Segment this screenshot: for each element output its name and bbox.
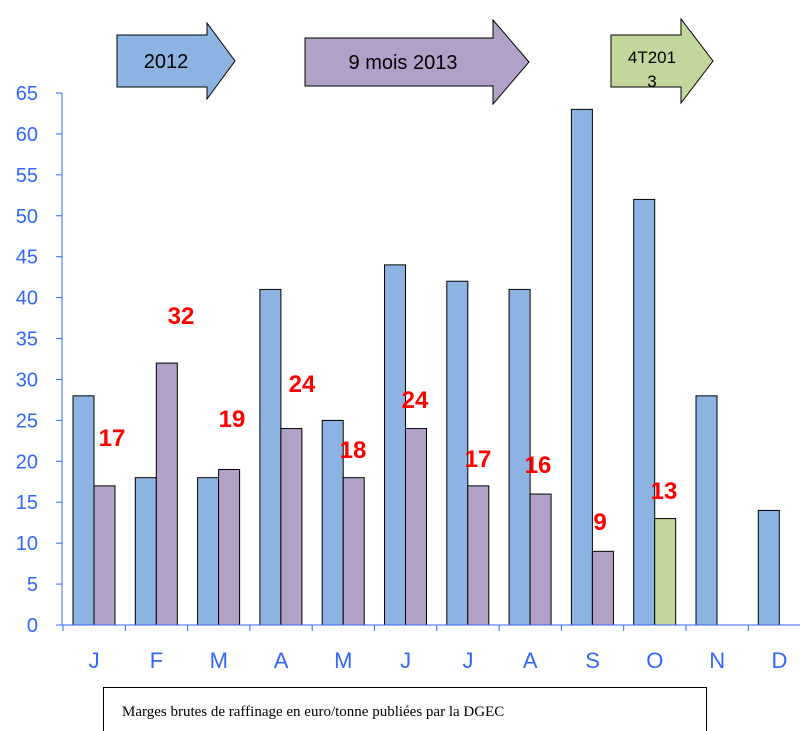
data-label: 24 bbox=[289, 371, 316, 398]
y-tick-label: 25 bbox=[16, 410, 38, 432]
y-tick-label: 50 bbox=[16, 206, 38, 228]
data-label: 32 bbox=[168, 303, 195, 330]
y-tick-label: 40 bbox=[16, 288, 38, 310]
y-tick-label: 35 bbox=[16, 329, 38, 351]
x-tick-label: A bbox=[274, 648, 289, 673]
bar-2012 bbox=[134, 477, 157, 626]
data-label: 24 bbox=[402, 387, 429, 414]
x-tick-label: M bbox=[210, 648, 228, 673]
bar-9-mois-2013 bbox=[467, 485, 490, 626]
bar-9-mois-2013 bbox=[280, 428, 303, 626]
bar-9-mois-2013 bbox=[591, 550, 614, 626]
period-arrow-label-line2: 3 bbox=[647, 72, 656, 91]
data-labels: 17 32 19 24 18 24 17 16 9 13 bbox=[99, 303, 678, 536]
bar-9-mois-2013 bbox=[218, 468, 241, 626]
data-label: 19 bbox=[219, 406, 246, 433]
y-tick-label: 45 bbox=[16, 247, 38, 269]
bar-2012 bbox=[757, 509, 780, 626]
data-label: 17 bbox=[99, 425, 126, 452]
bar-9-mois-2013 bbox=[529, 493, 552, 626]
x-tick-label: J bbox=[462, 648, 473, 673]
bar-2012 bbox=[570, 108, 593, 626]
data-label: 13 bbox=[651, 478, 678, 505]
chart-caption: Marges brutes de raffinage en euro/tonne… bbox=[103, 687, 707, 731]
data-label: 16 bbox=[525, 452, 552, 479]
x-tick-label: O bbox=[646, 648, 663, 673]
x-tick-label: A bbox=[523, 648, 538, 673]
y-tick-label: 0 bbox=[27, 615, 38, 637]
bar-2012 bbox=[633, 198, 656, 626]
x-tick-label: J bbox=[89, 648, 100, 673]
y-tick-label: 10 bbox=[16, 533, 38, 555]
period-arrow bbox=[304, 18, 530, 106]
y-tick-label: 15 bbox=[16, 492, 38, 514]
period-arrows: 2012 9 mois 2013 4T201 3 bbox=[116, 17, 714, 106]
x-tick-label: F bbox=[150, 648, 163, 673]
y-tick-label: 55 bbox=[16, 165, 38, 187]
y-tick-label: 65 bbox=[16, 83, 38, 105]
x-tick-label: D bbox=[772, 648, 788, 673]
bar-2012 bbox=[259, 288, 282, 626]
bar-9-mois-2013 bbox=[405, 428, 427, 626]
x-tick-label: N bbox=[709, 648, 725, 673]
y-axis: 0 5 10 15 20 25 30 35 40 45 50 55 60 65 bbox=[16, 83, 63, 637]
x-tick-label: J bbox=[400, 648, 411, 673]
bar-9-mois-2013 bbox=[155, 362, 178, 626]
bar-2012 bbox=[72, 395, 95, 626]
y-tick-label: 60 bbox=[16, 124, 38, 146]
bar-4t2013 bbox=[654, 518, 677, 626]
period-arrow-label: 4T201 bbox=[628, 48, 676, 67]
bar-9-mois-2013 bbox=[342, 477, 365, 626]
y-tick-label: 30 bbox=[16, 369, 38, 391]
y-tick-label: 20 bbox=[16, 451, 38, 473]
period-arrow-label: 2012 bbox=[144, 51, 189, 73]
bar-9-mois-2013 bbox=[93, 485, 116, 626]
bar-2012 bbox=[197, 477, 220, 626]
period-arrow bbox=[116, 21, 236, 101]
data-label: 18 bbox=[340, 437, 367, 464]
x-tick-label: S bbox=[585, 648, 600, 673]
bar-2012 bbox=[695, 395, 718, 626]
bars bbox=[72, 108, 780, 626]
period-arrow bbox=[610, 17, 714, 105]
y-tick-label: 5 bbox=[27, 574, 38, 596]
data-label: 9 bbox=[593, 509, 606, 536]
bar-2012 bbox=[384, 264, 406, 626]
period-arrow-label: 9 mois 2013 bbox=[349, 52, 458, 74]
x-tick-label: M bbox=[334, 648, 352, 673]
data-label: 17 bbox=[465, 446, 492, 473]
